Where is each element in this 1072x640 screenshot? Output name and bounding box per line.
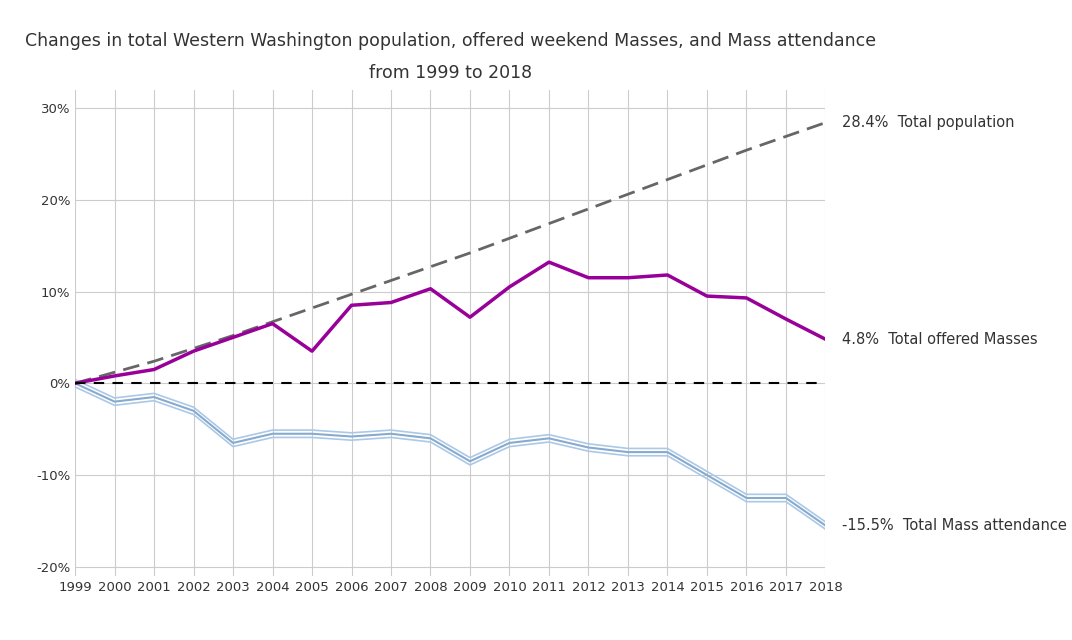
- Text: from 1999 to 2018: from 1999 to 2018: [369, 64, 532, 82]
- Text: 28.4%  Total population: 28.4% Total population: [842, 115, 1014, 130]
- Text: -15.5%  Total Mass attendance: -15.5% Total Mass attendance: [842, 518, 1067, 533]
- Text: Changes in total Western Washington population, offered weekend Masses, and Mass: Changes in total Western Washington popu…: [25, 32, 876, 50]
- Text: 4.8%  Total offered Masses: 4.8% Total offered Masses: [842, 332, 1037, 347]
